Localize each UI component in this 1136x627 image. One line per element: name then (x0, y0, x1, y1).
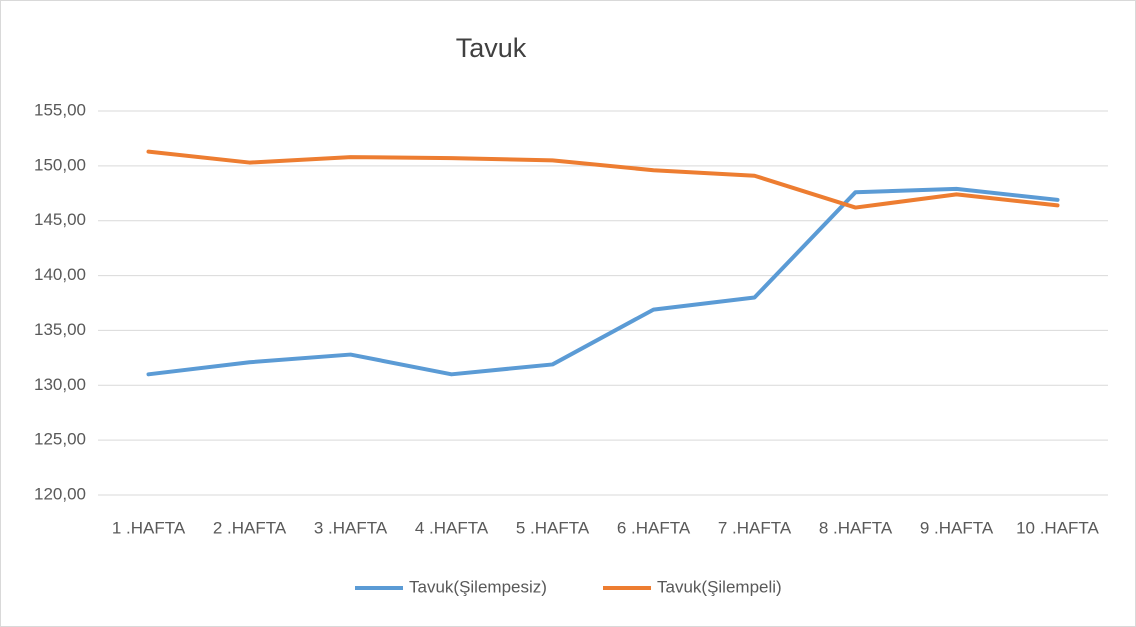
x-tick-label: 9 .HAFTA (920, 518, 994, 537)
series-line (146, 186, 1060, 377)
y-tick-label: 125,00 (34, 430, 86, 449)
x-tick-label: 1 .HAFTA (112, 518, 186, 537)
x-tick-label: 3 .HAFTA (314, 518, 388, 537)
chart-title: Tavuk (456, 33, 527, 63)
legend-label: Tavuk(Şilempesiz) (409, 577, 547, 596)
x-tick-label: 10 .HAFTA (1016, 518, 1099, 537)
series-line (146, 149, 1060, 210)
y-tick-label: 150,00 (34, 155, 86, 174)
y-tick-label: 140,00 (34, 265, 86, 284)
x-tick-label: 2 .HAFTA (213, 518, 287, 537)
x-tick-label: 5 .HAFTA (516, 518, 590, 537)
x-tick-label: 6 .HAFTA (617, 518, 691, 537)
y-tick-label: 135,00 (34, 320, 86, 339)
x-tick-label: 7 .HAFTA (718, 518, 792, 537)
y-tick-label: 155,00 (34, 100, 86, 119)
x-tick-label: 8 .HAFTA (819, 518, 893, 537)
y-tick-label: 120,00 (34, 484, 86, 503)
legend-label: Tavuk(Şilempeli) (657, 577, 782, 596)
y-tick-label: 130,00 (34, 375, 86, 394)
y-tick-label: 145,00 (34, 210, 86, 229)
x-tick-label: 4 .HAFTA (415, 518, 489, 537)
